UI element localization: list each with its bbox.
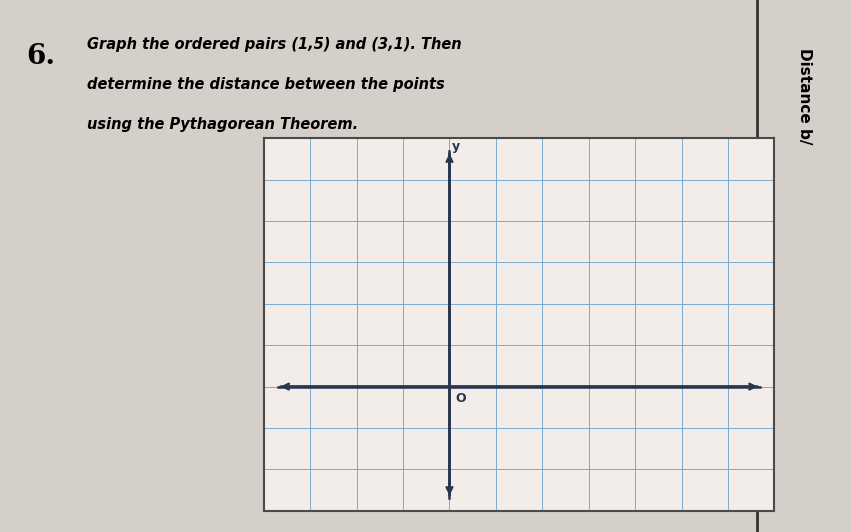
Text: using the Pythagorean Theorem.: using the Pythagorean Theorem.	[87, 117, 358, 132]
Text: y: y	[452, 140, 460, 153]
Text: O: O	[455, 392, 465, 404]
Text: 6.: 6.	[26, 43, 55, 70]
Text: Graph the ordered pairs (1,5) and (3,1). Then: Graph the ordered pairs (1,5) and (3,1).…	[87, 37, 462, 52]
Text: determine the distance between the points: determine the distance between the point…	[87, 77, 445, 92]
Text: Distance b/: Distance b/	[797, 47, 812, 144]
